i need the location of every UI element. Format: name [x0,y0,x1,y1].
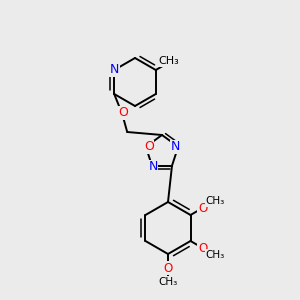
Text: O: O [198,202,207,214]
Text: N: N [148,160,158,173]
Text: CH₃: CH₃ [158,277,178,287]
Text: O: O [118,106,128,119]
Text: O: O [164,262,172,275]
Text: N: N [170,140,180,153]
Text: O: O [144,140,154,153]
Text: CH₃: CH₃ [158,56,179,67]
Text: CH₃: CH₃ [205,196,224,206]
Text: N: N [110,63,119,76]
Text: O: O [198,242,207,254]
Text: CH₃: CH₃ [205,250,224,260]
